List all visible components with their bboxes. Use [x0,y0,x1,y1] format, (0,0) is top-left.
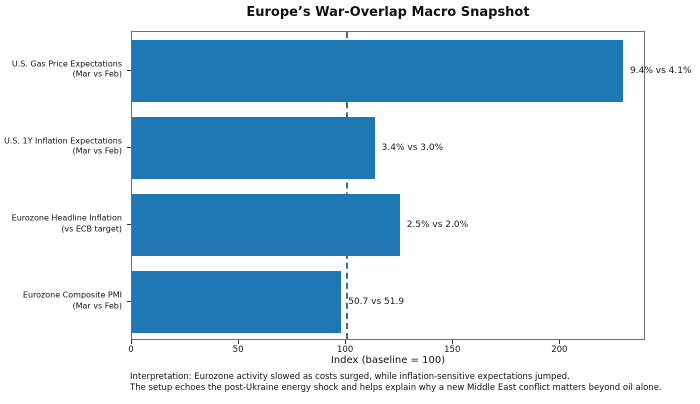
y-axis-category-label: Eurozone Headline Inflation (vs ECB targe… [0,214,122,235]
y-axis-category-line: Eurozone Composite PMI [22,290,122,300]
y-axis-category-line: (Mar vs Feb) [72,146,123,156]
x-axis-tick [559,340,561,344]
x-axis-tick-label: 50 [232,345,244,355]
y-axis-category-label: U.S. Gas Price Expectations (Mar vs Feb) [0,59,122,80]
bar-value-label: 3.4% vs 3.0% [381,142,444,153]
x-axis-tick [345,340,347,344]
bar [132,194,400,257]
x-axis-tick [238,340,240,344]
bar [132,271,342,334]
y-axis-category-label: Eurozone Composite PMI (Mar vs Feb) [0,291,122,312]
x-axis-tick-label: 0 [128,345,134,355]
y-axis-category-line: Eurozone Headline Inflation [11,213,122,223]
x-axis-tick-label: 150 [444,345,461,355]
bar [132,39,624,102]
y-axis-tick [127,146,131,148]
y-axis-category-line: U.S. 1Y Inflation Expectations [3,136,122,146]
interpretation-note: Interpretation: Eurozone activity slowed… [130,372,662,394]
interpretation-line-2: The setup echoes the post-Ukraine energy… [130,383,662,394]
bar-value-label: 50.7 vs 51.9 [348,297,405,308]
baseline-dashed-line [346,32,349,339]
chart-title: Europe’s War-Overlap Macro Snapshot [246,5,530,20]
x-axis-tick [131,340,132,344]
y-axis-tick [127,69,131,71]
bar [132,116,375,179]
y-axis-tick [127,301,131,303]
bar-value-label: 9.4% vs 4.1% [630,65,692,76]
y-axis-category-line: U.S. Gas Price Expectations [11,59,122,69]
y-axis-category-line: (Mar vs Feb) [72,301,123,311]
y-axis-tick [127,224,131,226]
x-axis-tick [452,340,454,344]
y-axis-category-label: U.S. 1Y Inflation Expectations (Mar vs Fe… [0,136,122,157]
interpretation-line-1: Interpretation: Eurozone activity slowed… [130,372,570,382]
x-axis-tick-label: 100 [337,345,354,355]
x-axis-label: Index (baseline = 100) [330,355,446,366]
y-axis-category-line: (Mar vs Feb) [72,69,123,79]
y-axis-category-line: (vs ECB target) [61,224,122,234]
x-axis-tick-label: 200 [551,345,568,355]
bar-value-label: 2.5% vs 2.0% [406,220,469,231]
plot-area: 9.4% vs 4.1% 3.4% vs 3.0% 2.5% vs 2.0% 50.7… [131,31,692,340]
